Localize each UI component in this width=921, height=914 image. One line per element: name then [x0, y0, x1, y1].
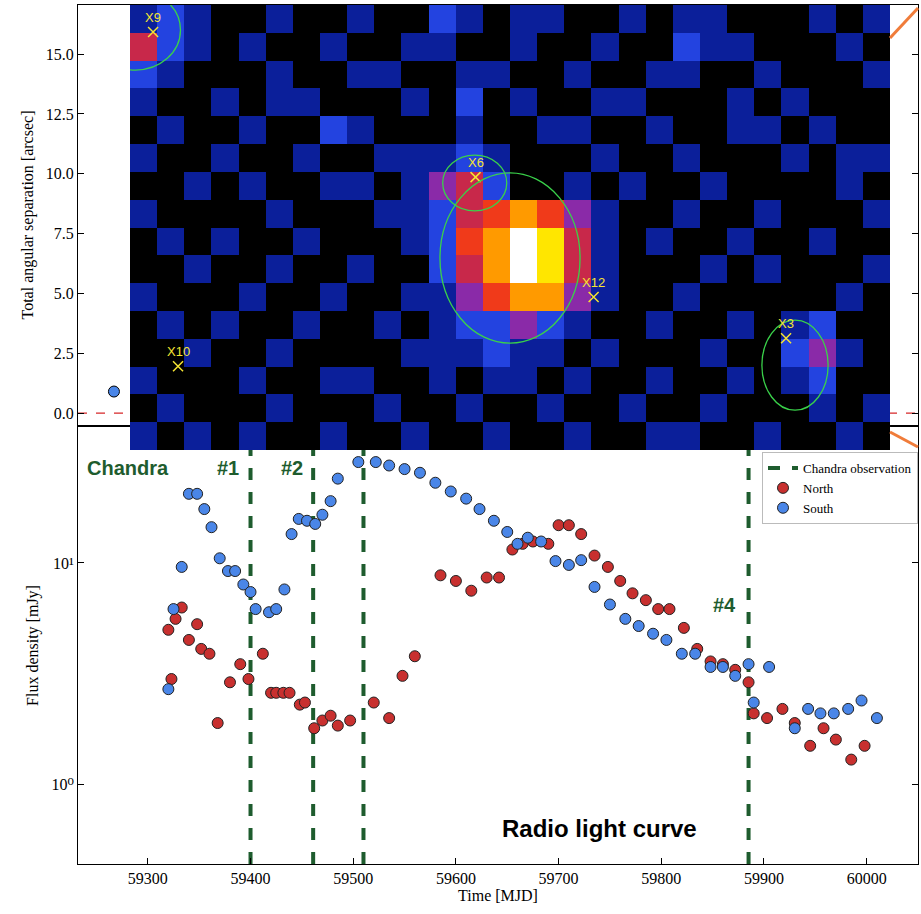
svg-text:12.5: 12.5 — [46, 106, 74, 123]
svg-text:X10: X10 — [167, 344, 190, 359]
svg-text:59400: 59400 — [231, 870, 271, 887]
svg-text:59900: 59900 — [744, 870, 784, 887]
svg-text:South: South — [803, 501, 834, 516]
svg-text:10.0: 10.0 — [46, 165, 74, 182]
svg-text:X9: X9 — [145, 10, 161, 25]
svg-text:Flux density [mJy]: Flux density [mJy] — [24, 585, 42, 706]
svg-text:0.0: 0.0 — [54, 405, 74, 422]
svg-text:15.0: 15.0 — [46, 46, 74, 63]
svg-text:Radio light curve: Radio light curve — [502, 815, 697, 842]
svg-text:10⁰: 10⁰ — [51, 776, 73, 793]
svg-text:10¹: 10¹ — [53, 555, 74, 572]
svg-text:Total angular separation [arcs: Total angular separation [arcsec] — [19, 111, 37, 320]
svg-text:59600: 59600 — [436, 870, 476, 887]
svg-text:#2: #2 — [281, 457, 303, 479]
svg-text:59300: 59300 — [128, 870, 168, 887]
svg-text:59700: 59700 — [539, 870, 579, 887]
svg-text:Time [MJD]: Time [MJD] — [458, 887, 538, 904]
svg-text:X12: X12 — [582, 275, 605, 290]
svg-text:Chandra observation: Chandra observation — [803, 461, 911, 476]
svg-text:North: North — [803, 481, 834, 496]
svg-text:59500: 59500 — [333, 870, 373, 887]
svg-text:Chandra: Chandra — [87, 457, 169, 479]
svg-text:5.0: 5.0 — [54, 285, 74, 302]
svg-text:7.5: 7.5 — [54, 225, 74, 242]
svg-text:X6: X6 — [468, 155, 484, 170]
svg-text:#4: #4 — [713, 594, 736, 616]
svg-text:60000: 60000 — [847, 870, 887, 887]
svg-text:X3: X3 — [778, 316, 794, 331]
svg-text:#1: #1 — [217, 457, 239, 479]
svg-text:59800: 59800 — [641, 870, 681, 887]
svg-text:2.5: 2.5 — [54, 345, 74, 362]
